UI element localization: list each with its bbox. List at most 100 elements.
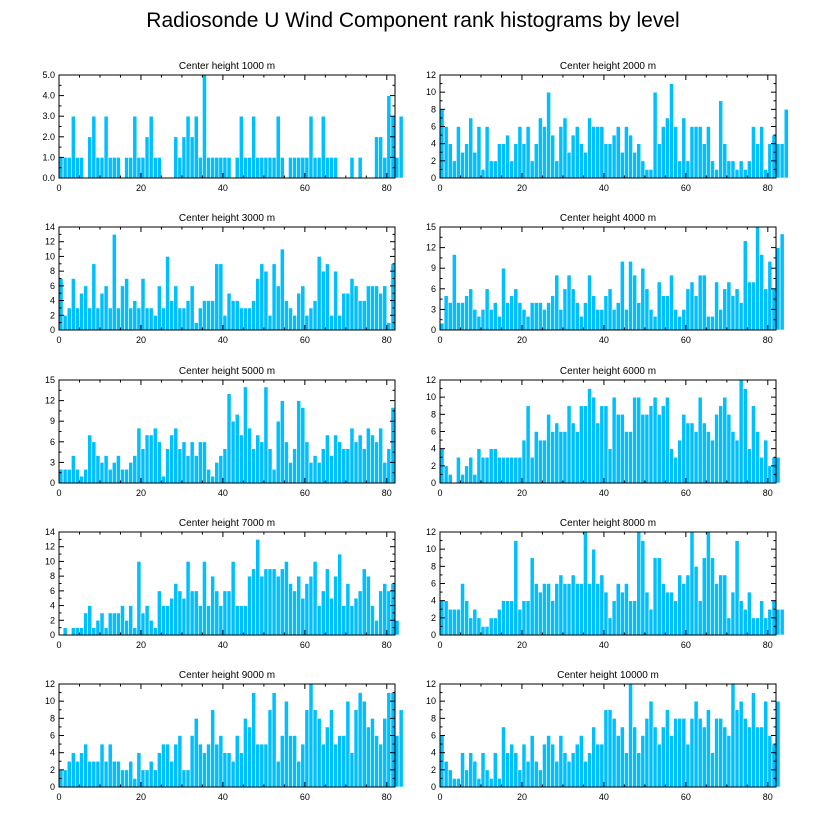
- x-tick-label: 20: [517, 183, 527, 193]
- histogram-bar: [636, 752, 642, 788]
- histogram-bar: [75, 760, 80, 788]
- x-tick-label: 40: [218, 792, 228, 802]
- histogram-bar: [595, 422, 601, 484]
- histogram-bar: [116, 760, 121, 788]
- histogram-bar: [210, 575, 216, 636]
- histogram-bar: [189, 285, 195, 331]
- histogram-bar: [353, 285, 359, 331]
- histogram-bar: [714, 281, 719, 331]
- histogram-bar: [308, 307, 314, 331]
- histogram-bar: [722, 288, 728, 331]
- x-tick-label: 0: [437, 640, 442, 650]
- histogram-bar: [583, 531, 588, 636]
- histogram-bar: [79, 475, 84, 484]
- histogram-bar: [251, 300, 256, 331]
- histogram-bar: [99, 157, 105, 179]
- histogram-bar: [87, 760, 93, 788]
- histogram-bar: [669, 735, 674, 788]
- histogram-bar: [755, 726, 760, 788]
- histogram-bar: [144, 605, 150, 636]
- histogram-bar: [710, 315, 715, 331]
- histogram-bar: [533, 431, 539, 484]
- histogram-bar: [312, 300, 318, 331]
- x-tick-label: 0: [437, 488, 442, 498]
- x-tick-label: 20: [517, 640, 527, 650]
- y-tick-label: 2: [50, 310, 55, 320]
- histogram-bar: [751, 405, 756, 484]
- histogram-bar: [558, 431, 564, 484]
- histogram-bar: [730, 160, 736, 179]
- histogram-bar: [95, 760, 101, 788]
- histogram-bar: [689, 422, 695, 484]
- histogram-bar: [238, 605, 244, 636]
- histogram-bar: [238, 434, 244, 484]
- histogram-bar: [611, 718, 617, 788]
- histogram-bar: [628, 261, 633, 331]
- histogram-bar: [230, 760, 236, 788]
- histogram-bar: [636, 143, 642, 179]
- histogram-bar: [447, 769, 453, 788]
- histogram-bar: [677, 718, 683, 788]
- histogram-bar: [259, 441, 265, 484]
- histogram-bar: [316, 256, 322, 331]
- histogram-bar: [284, 561, 289, 636]
- histogram-bar: [566, 274, 572, 331]
- x-tick-label: 80: [382, 792, 392, 802]
- histogram-bar: [611, 600, 617, 636]
- histogram-bar: [718, 405, 724, 484]
- histogram-bar: [619, 261, 625, 331]
- histogram-bar: [472, 309, 478, 331]
- histogram-bar: [697, 718, 703, 788]
- histogram-bar: [386, 590, 392, 636]
- histogram-bar: [525, 315, 531, 331]
- histogram-bar: [284, 700, 289, 788]
- histogram-bar: [83, 285, 88, 331]
- histogram-bar: [595, 743, 601, 788]
- histogram-bar: [271, 157, 277, 179]
- histogram-bar: [673, 456, 678, 484]
- histogram-bar: [492, 302, 498, 331]
- histogram-bar: [447, 302, 453, 331]
- histogram-bar: [198, 743, 203, 788]
- histogram-bar: [665, 117, 670, 179]
- histogram-bar: [550, 743, 556, 788]
- histogram-bar: [75, 157, 80, 179]
- histogram-bar: [271, 568, 277, 636]
- histogram-bar: [140, 769, 146, 788]
- histogram-bar: [706, 431, 711, 484]
- histogram-bar: [546, 583, 551, 636]
- histogram-bar: [509, 295, 515, 331]
- histogram-bar: [681, 583, 687, 636]
- histogram-bar: [140, 612, 146, 636]
- histogram-bar: [447, 474, 453, 484]
- histogram-bar: [189, 735, 195, 788]
- histogram-bar: [550, 431, 556, 484]
- histogram-bar: [726, 617, 732, 636]
- y-tick-label: 6: [50, 586, 55, 596]
- histogram-bar: [628, 431, 633, 484]
- histogram-bar: [533, 760, 539, 788]
- histogram-bar: [333, 575, 338, 636]
- histogram-bar: [689, 718, 695, 788]
- x-tick-label: 80: [763, 792, 773, 802]
- histogram-bar: [312, 455, 318, 484]
- histogram-bar: [632, 274, 637, 331]
- histogram-panel-3: Center height 3000 m 0 20 40 60 80 0 2 4 6 8 10 12 14: [45, 213, 396, 345]
- histogram-bar: [640, 735, 646, 788]
- histogram-bar: [722, 574, 728, 636]
- histogram-bar: [75, 468, 80, 484]
- histogram-bar: [636, 302, 642, 331]
- histogram-bar: [267, 157, 273, 179]
- histogram-bar: [292, 590, 297, 636]
- histogram-bar: [488, 309, 494, 331]
- histogram-bar: [689, 126, 695, 179]
- histogram-bar: [501, 726, 506, 788]
- histogram-bar: [619, 151, 625, 179]
- histogram-bar: [107, 743, 113, 788]
- histogram-bar: [554, 583, 560, 636]
- histogram-bar: [525, 126, 531, 179]
- x-tick-label: 60: [681, 488, 691, 498]
- histogram-bar: [562, 752, 568, 788]
- x-tick-label: 0: [437, 183, 442, 193]
- histogram-bar: [279, 400, 285, 484]
